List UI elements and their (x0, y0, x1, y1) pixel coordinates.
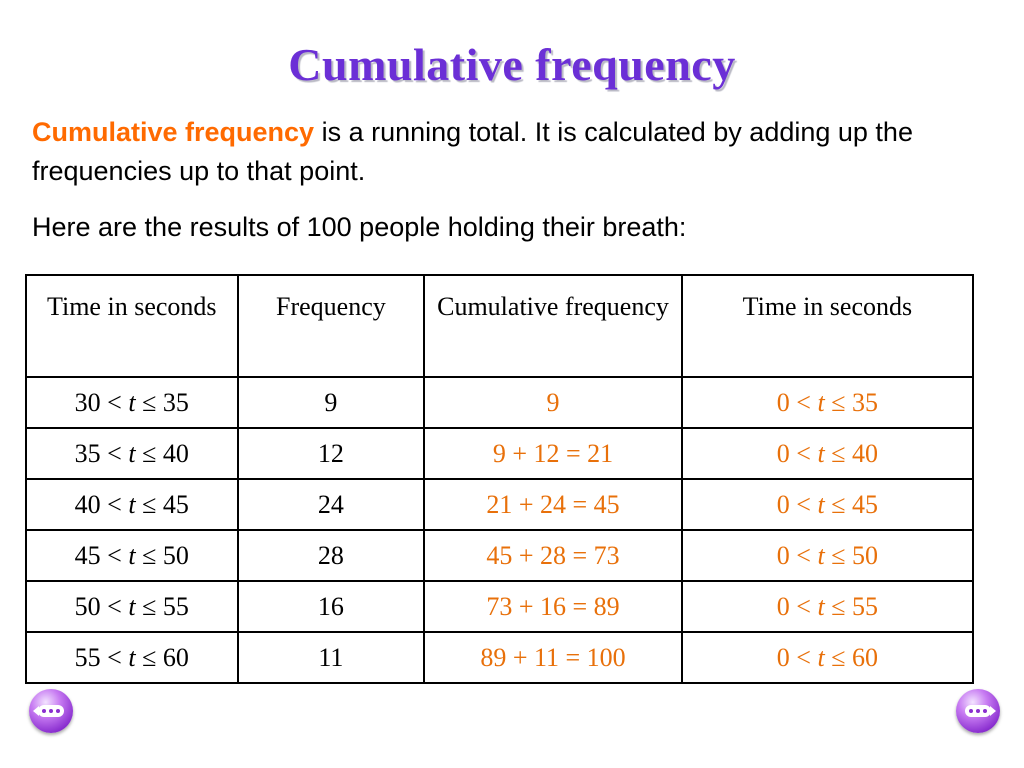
dots-icon (965, 705, 991, 717)
next-button[interactable] (956, 689, 1000, 733)
intro-paragraph: Cumulative frequency is a running total.… (32, 113, 992, 191)
time-interval-cell: 45 < t ≤ 50 (25, 529, 239, 582)
time-interval-cell: 30 < t ≤ 35 (25, 376, 239, 429)
cumulative-interval-cell: 0 < t ≤ 60 (680, 631, 975, 684)
frequency-cell: 11 (236, 631, 426, 684)
cumulative-cell: 9 + 12 = 21 (423, 427, 683, 480)
intro-highlight: Cumulative frequency (32, 117, 315, 147)
cumulative-cell: 9 (423, 376, 683, 429)
dots-icon (38, 705, 64, 717)
frequency-cell: 12 (236, 427, 426, 480)
frequency-cell: 16 (236, 580, 426, 633)
table-row: 40 < t ≤ 45 24 21 + 24 = 45 0 < t ≤ 45 (25, 478, 975, 531)
cumulative-cell: 89 + 11 = 100 (423, 631, 683, 684)
time-interval-cell: 35 < t ≤ 40 (25, 427, 239, 480)
cumulative-interval-cell: 0 < t ≤ 35 (680, 376, 975, 429)
table-row: 45 < t ≤ 50 28 45 + 28 = 73 0 < t ≤ 50 (25, 529, 975, 582)
results-paragraph: Here are the results of 100 people holdi… (32, 212, 687, 242)
table-row: 35 < t ≤ 40 12 9 + 12 = 21 0 < t ≤ 40 (25, 427, 975, 480)
cumulative-cell: 45 + 28 = 73 (423, 529, 683, 582)
previous-slide-icon (33, 706, 39, 716)
frequency-cell: 9 (236, 376, 426, 429)
intro-text: is a running total. It is calculated by … (32, 117, 913, 186)
cumulative-interval-cell: 0 < t ≤ 55 (680, 580, 975, 633)
table-row: 55 < t ≤ 60 11 89 + 11 = 100 0 < t ≤ 60 (25, 631, 975, 684)
header-time-cumulative: Time in seconds (680, 274, 975, 378)
cumulative-interval-cell: 0 < t ≤ 40 (680, 427, 975, 480)
cumulative-cell: 21 + 24 = 45 (423, 478, 683, 531)
header-frequency: Frequency (236, 274, 426, 378)
next-slide-icon (990, 706, 996, 716)
slide-title: Cumulative frequency (288, 39, 736, 90)
table-row: 30 < t ≤ 35 9 9 0 < t ≤ 35 (25, 376, 975, 429)
cumulative-interval-cell: 0 < t ≤ 45 (680, 478, 975, 531)
frequency-table: Time in seconds Frequency Cumulative fre… (25, 274, 975, 684)
time-interval-cell: 50 < t ≤ 55 (25, 580, 239, 633)
time-interval-cell: 40 < t ≤ 45 (25, 478, 239, 531)
table-row: 50 < t ≤ 55 16 73 + 16 = 89 0 < t ≤ 55 (25, 580, 975, 633)
time-interval-cell: 55 < t ≤ 60 (25, 631, 239, 684)
cumulative-interval-cell: 0 < t ≤ 50 (680, 529, 975, 582)
previous-button[interactable] (29, 689, 73, 733)
header-cumulative: Cumulative frequency (423, 274, 683, 378)
frequency-cell: 28 (236, 529, 426, 582)
cumulative-cell: 73 + 16 = 89 (423, 580, 683, 633)
frequency-cell: 24 (236, 478, 426, 531)
table-header-row: Time in seconds Frequency Cumulative fre… (25, 274, 975, 378)
header-time: Time in seconds (25, 274, 239, 378)
